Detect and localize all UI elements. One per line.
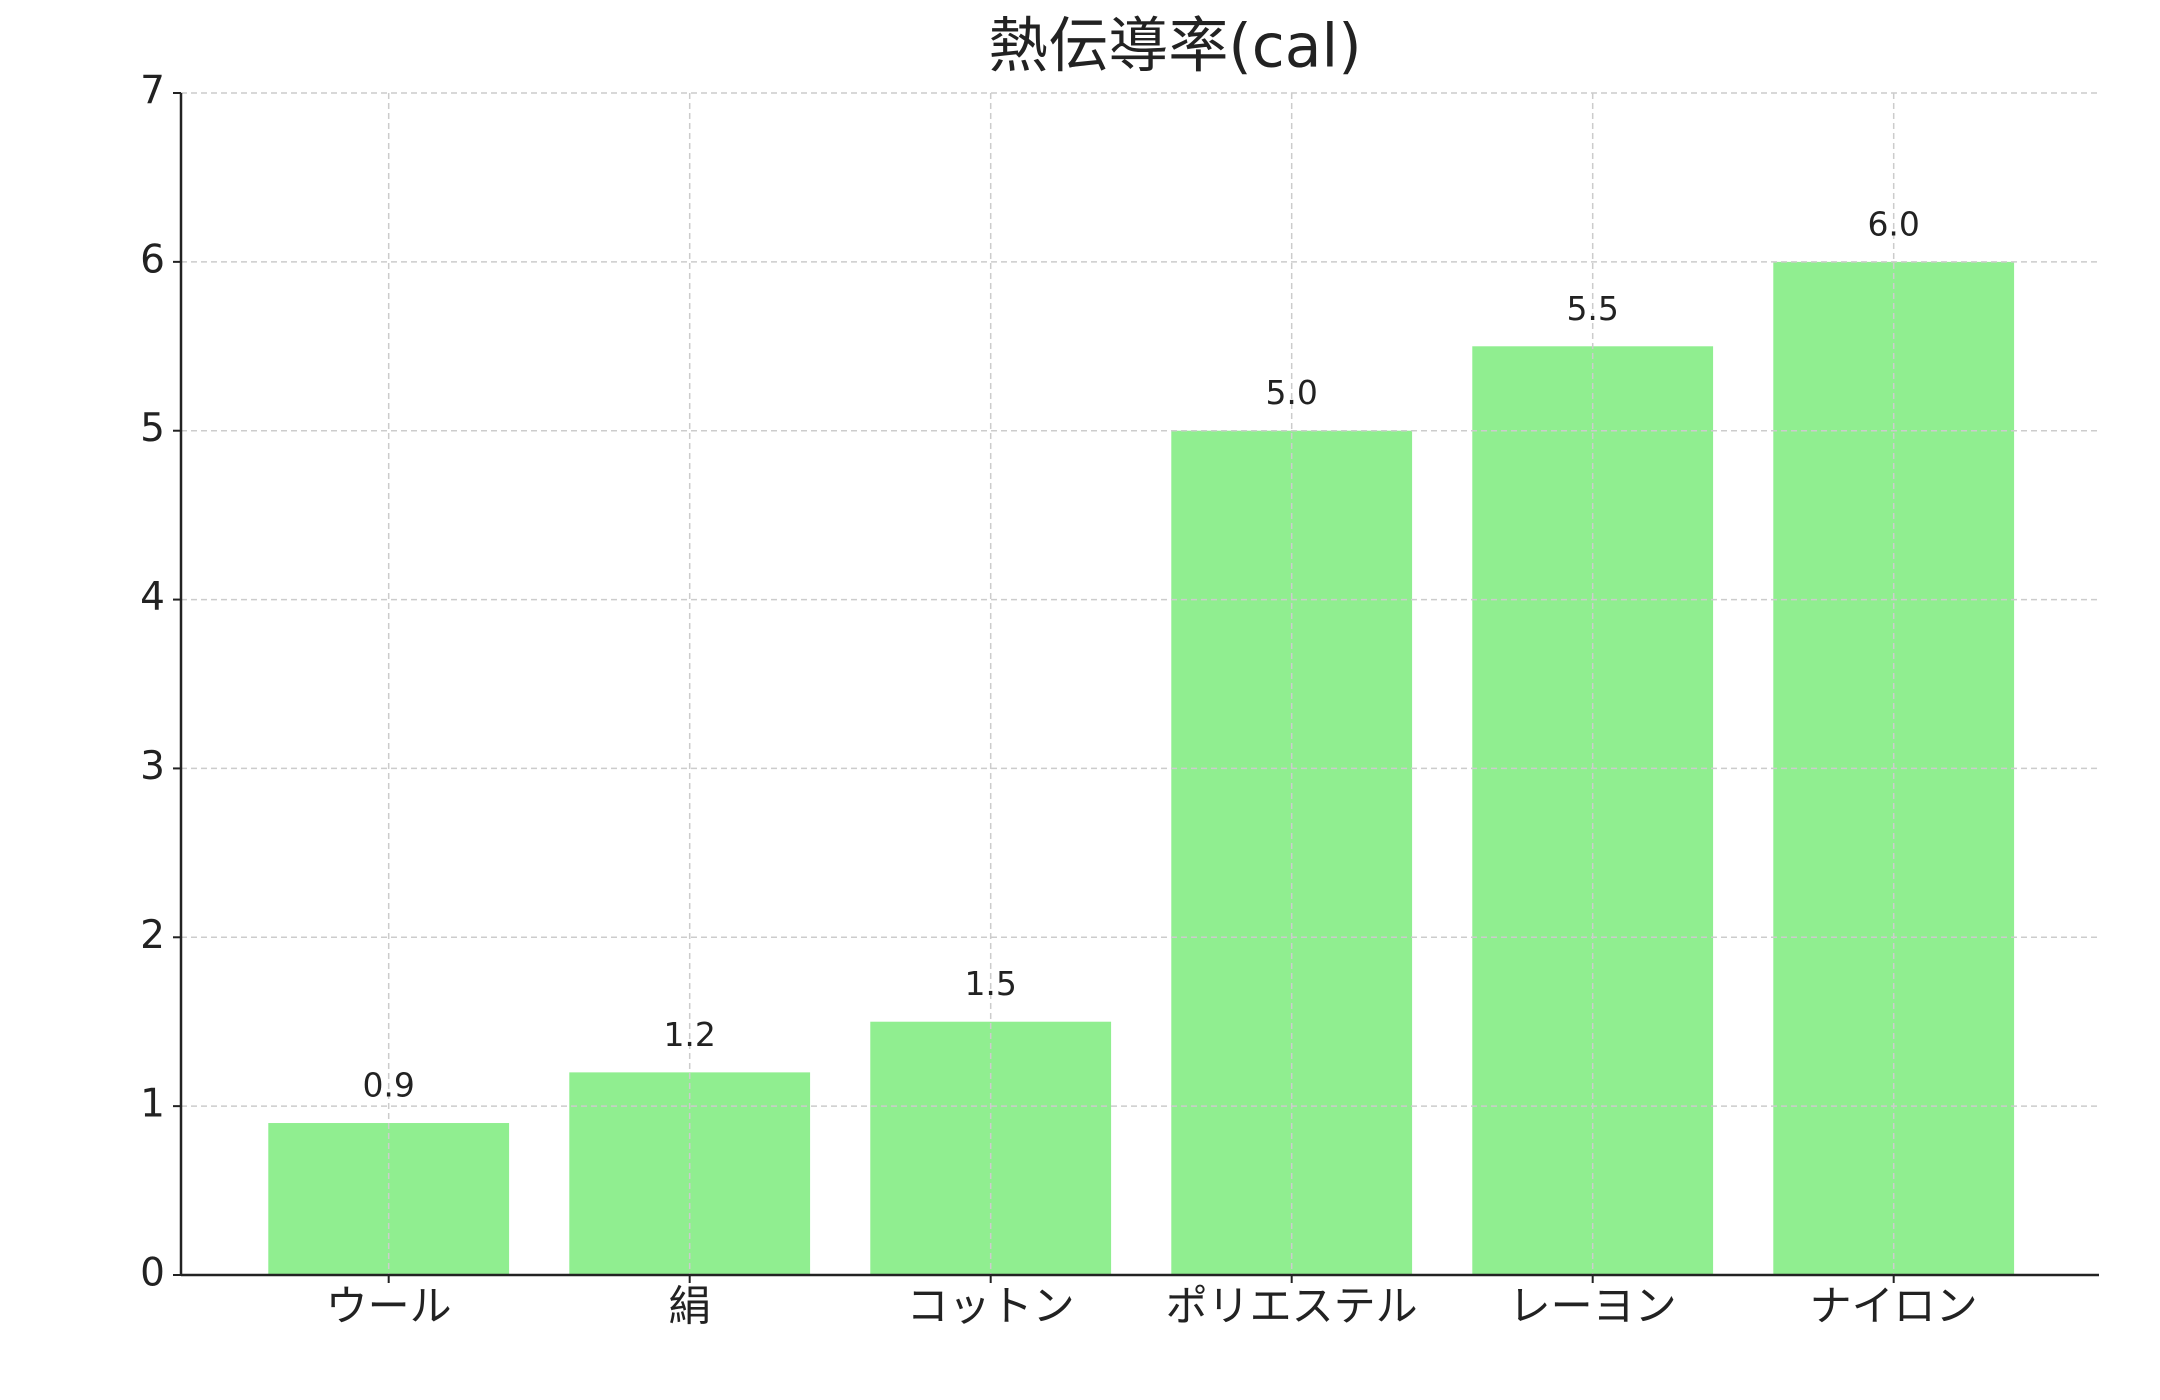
value-label: 5.0 bbox=[1265, 373, 1317, 412]
y-tick-label: 0 bbox=[140, 1251, 165, 1296]
y-tick-label: 1 bbox=[140, 1082, 165, 1127]
value-label: 1.5 bbox=[964, 964, 1016, 1003]
x-tick-label: レーヨン bbox=[1509, 1282, 1677, 1331]
x-tick-label: コットン bbox=[907, 1282, 1075, 1331]
value-label: 6.0 bbox=[1867, 204, 1919, 243]
x-tick-label: ナイロン bbox=[1810, 1282, 1978, 1331]
bar bbox=[1472, 346, 1714, 1275]
value-label: 0.9 bbox=[362, 1066, 414, 1105]
y-tick-label: 6 bbox=[140, 237, 165, 282]
value-label: 1.2 bbox=[663, 1015, 715, 1054]
y-tick-label: 4 bbox=[140, 575, 165, 620]
y-tick-label: 7 bbox=[140, 69, 165, 114]
x-tick-label: 絹 bbox=[669, 1282, 711, 1331]
chart-title: 熱伝導率(cal) bbox=[988, 12, 1361, 82]
x-tick-label: ウール bbox=[326, 1282, 452, 1331]
y-tick-label: 5 bbox=[140, 406, 165, 451]
x-tick-label: ポリエステル bbox=[1166, 1282, 1418, 1331]
value-label: 5.5 bbox=[1566, 289, 1618, 328]
y-tick-label: 2 bbox=[140, 913, 165, 958]
y-tick-label: 3 bbox=[140, 744, 165, 789]
